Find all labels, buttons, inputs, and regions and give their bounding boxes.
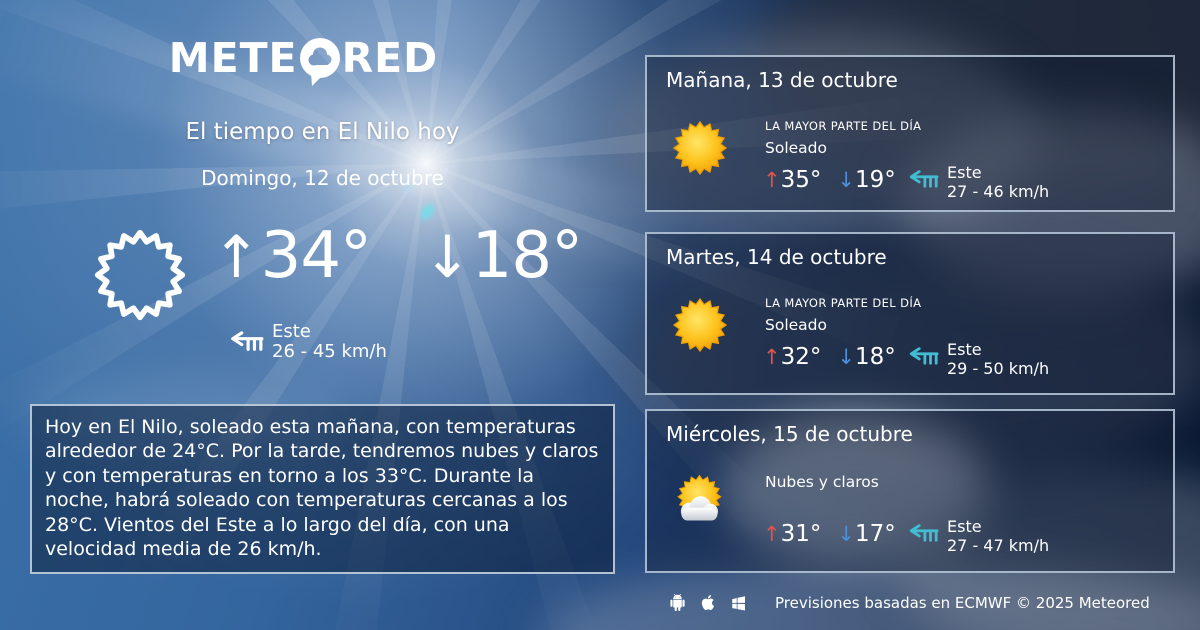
forecast-temp-min: 17° bbox=[855, 521, 896, 547]
weather-summary: Hoy en El Nilo, soleado esta mañana, con… bbox=[30, 404, 615, 574]
forecast-wind: Este 27 - 47 km/h bbox=[907, 517, 1049, 555]
forecast-card-tomorrow[interactable]: Mañana, 13 de octubre LA MAYOR PARTE DEL… bbox=[645, 55, 1175, 212]
current-date: Domingo, 12 de octubre bbox=[201, 166, 444, 190]
weather-summary-text: Hoy en El Nilo, soleado esta mañana, con… bbox=[45, 416, 599, 561]
sun-icon bbox=[671, 296, 729, 354]
forecast-wind-direction: Este bbox=[947, 163, 982, 182]
apple-icon[interactable] bbox=[699, 592, 717, 613]
temp-min-arrow-icon: ↓ bbox=[837, 522, 855, 546]
forecast-temperatures: ↑35° ↓19° bbox=[763, 167, 896, 193]
forecast-wind-speed: 27 - 46 km/h bbox=[947, 182, 1050, 201]
forecast-day: Martes, 14 de octubre bbox=[666, 245, 887, 269]
today-wind-speed: 26 - 45 km/h bbox=[272, 341, 387, 362]
forecast-condition: Soleado bbox=[765, 316, 827, 334]
forecast-wind: Este 29 - 50 km/h bbox=[907, 340, 1049, 378]
wind-arrow-icon bbox=[907, 170, 939, 193]
forecast-day: Miércoles, 15 de octubre bbox=[666, 422, 913, 446]
forecast-wind-direction: Este bbox=[947, 340, 982, 359]
temp-max-arrow-icon: ↑ bbox=[763, 168, 781, 192]
page-title: El tiempo en El Nilo hoy bbox=[185, 119, 460, 145]
temp-max-arrow-icon: ↑ bbox=[763, 345, 781, 369]
forecast-temp-min: 19° bbox=[855, 167, 896, 193]
forecast-temp-max: 35° bbox=[780, 167, 822, 193]
temp-max-arrow-icon: ↑ bbox=[212, 223, 261, 291]
forecast-temperatures: ↑31° ↓17° bbox=[763, 521, 896, 547]
wind-arrow-icon bbox=[907, 347, 939, 370]
cloud-decoration bbox=[610, 30, 1040, 240]
forecast-wind-direction: Este bbox=[947, 517, 982, 536]
forecast-wind-speed: 29 - 50 km/h bbox=[947, 359, 1050, 378]
forecast-temp-min: 18° bbox=[855, 344, 896, 370]
temp-max-arrow-icon: ↑ bbox=[763, 522, 781, 546]
sun-cloud-icon bbox=[671, 473, 729, 521]
meteored-logo[interactable]: METE RED bbox=[0, 34, 626, 86]
attribution-text: Previsiones basadas en ECMWF © 2025 Mete… bbox=[775, 593, 1150, 612]
temp-min-arrow-icon: ↓ bbox=[837, 168, 855, 192]
forecast-wind: Este 27 - 46 km/h bbox=[907, 163, 1049, 201]
today-wind: Este 26 - 45 km/h bbox=[228, 322, 387, 362]
wind-arrow-icon bbox=[907, 524, 939, 547]
cloud-decoration bbox=[720, 415, 990, 565]
forecast-day: Mañana, 13 de octubre bbox=[666, 68, 898, 92]
forecast-condition: Nubes y claros bbox=[765, 473, 879, 491]
today-temperatures: ↑34° ↓18° bbox=[212, 219, 634, 293]
forecast-card-tuesday[interactable]: Martes, 14 de octubre LA MAYOR PARTE DEL… bbox=[645, 232, 1175, 395]
forecast-card-wednesday[interactable]: Miércoles, 15 de octubre Nubes y claros … bbox=[645, 409, 1175, 573]
forecast-temp-max: 32° bbox=[780, 344, 822, 370]
forecast-temperatures: ↑32° ↓18° bbox=[763, 344, 896, 370]
sun-outline-icon bbox=[93, 228, 187, 322]
forecast-period-label: LA MAYOR PARTE DEL DÍA bbox=[765, 119, 922, 133]
temp-min-arrow-icon: ↓ bbox=[423, 223, 472, 291]
footer: Previsiones basadas en ECMWF © 2025 Mete… bbox=[645, 592, 1185, 613]
temp-min-arrow-icon: ↓ bbox=[837, 345, 855, 369]
android-icon[interactable] bbox=[669, 593, 686, 612]
logo-text-right: RED bbox=[341, 34, 439, 82]
today-temp-min: 18° bbox=[471, 219, 583, 293]
logo-text-left: METE bbox=[168, 34, 298, 82]
forecast-temp-max: 31° bbox=[780, 521, 822, 547]
sun-icon bbox=[671, 119, 729, 177]
forecast-condition: Soleado bbox=[765, 139, 827, 157]
cloud-decoration bbox=[30, 375, 350, 455]
wind-arrow-icon bbox=[228, 331, 264, 357]
windows-icon[interactable] bbox=[730, 594, 748, 612]
forecast-period-label: LA MAYOR PARTE DEL DÍA bbox=[765, 296, 922, 310]
forecast-wind-speed: 27 - 47 km/h bbox=[947, 536, 1050, 555]
today-wind-direction: Este bbox=[272, 321, 311, 342]
cloud-speech-bubble-icon bbox=[299, 38, 340, 86]
today-temp-max: 34° bbox=[260, 219, 372, 293]
